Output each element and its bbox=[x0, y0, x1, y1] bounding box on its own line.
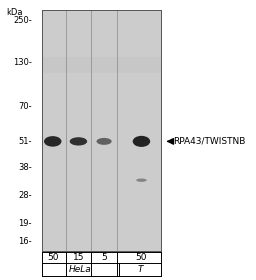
Text: 15: 15 bbox=[73, 253, 84, 262]
Text: 130-: 130- bbox=[13, 58, 32, 67]
Ellipse shape bbox=[97, 138, 112, 145]
Text: 70-: 70- bbox=[18, 102, 32, 111]
Text: kDa: kDa bbox=[6, 8, 23, 17]
Text: 5: 5 bbox=[101, 253, 107, 262]
Text: 19-: 19- bbox=[18, 219, 32, 228]
Text: 38-: 38- bbox=[18, 163, 32, 172]
Ellipse shape bbox=[70, 137, 87, 146]
Bar bbox=[42, 10, 161, 251]
Text: 250-: 250- bbox=[13, 16, 32, 25]
Ellipse shape bbox=[44, 136, 61, 147]
Text: HeLa: HeLa bbox=[69, 265, 91, 274]
Text: 50: 50 bbox=[47, 253, 58, 262]
Text: 50: 50 bbox=[136, 253, 147, 262]
Text: RPA43/TWISTNB: RPA43/TWISTNB bbox=[173, 137, 245, 146]
Ellipse shape bbox=[133, 136, 150, 147]
Text: 51-: 51- bbox=[18, 137, 32, 146]
Text: 28-: 28- bbox=[18, 191, 32, 200]
Ellipse shape bbox=[136, 179, 147, 182]
Bar bbox=[42, 57, 161, 73]
Text: T: T bbox=[137, 265, 143, 274]
Text: 16-: 16- bbox=[18, 237, 32, 246]
